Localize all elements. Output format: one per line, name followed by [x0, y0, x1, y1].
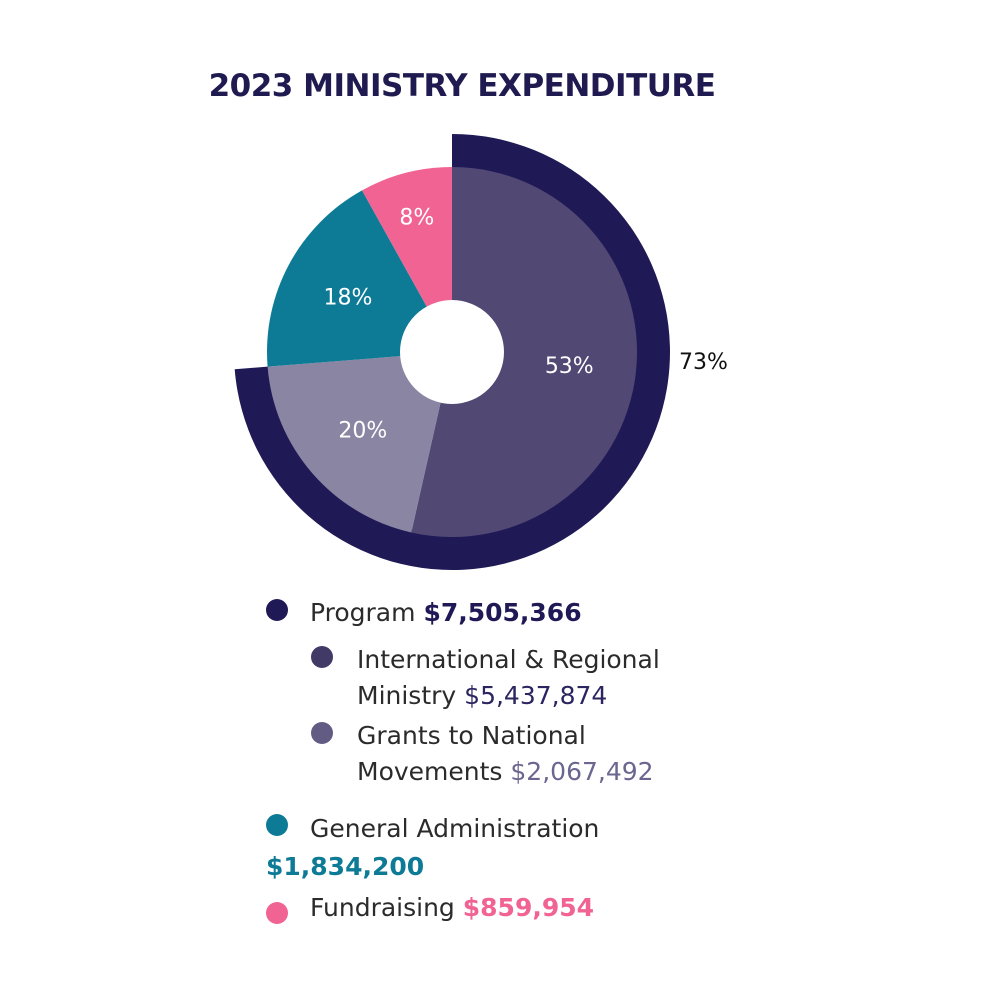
slice-label-fundraising: 8% [399, 205, 434, 230]
slice-label-international-regional-ministry: 53% [545, 354, 594, 379]
donut-hole [400, 300, 504, 404]
slice-grants-to-national-movements [267, 352, 452, 533]
slice-general-administration [267, 190, 452, 367]
slice-label-general-administration: 18% [324, 285, 373, 310]
chart-title: 2023 MINISTRY EXPENDITURE [208, 68, 716, 104]
outer-ring-label: 73% [679, 350, 728, 375]
slice-label-grants-to-national-movements: 20% [338, 418, 387, 443]
slice-international-regional-ministry [411, 167, 637, 537]
